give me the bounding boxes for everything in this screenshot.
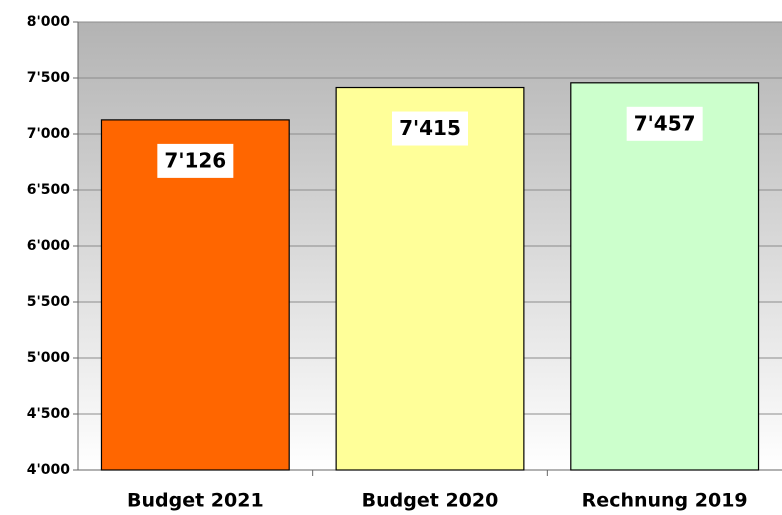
x-tick-label: Budget 2020 — [362, 490, 499, 512]
y-tick-label: 5'500 — [27, 294, 71, 310]
x-tick-label: Rechnung 2019 — [582, 490, 748, 512]
value-label: 7'415 — [399, 116, 461, 140]
value-label: 7'457 — [634, 111, 696, 135]
value-label-box — [392, 111, 468, 146]
x-tick-label: Budget 2021 — [127, 490, 264, 512]
bar — [100, 119, 290, 471]
value-label-box — [626, 106, 703, 141]
value-label-box — [157, 143, 234, 178]
y-tick-label: 6'000 — [27, 238, 71, 254]
y-tick-label: 8'000 — [27, 14, 71, 30]
y-tick-label: 6'500 — [27, 182, 71, 198]
bar — [570, 82, 760, 471]
y-tick-label: 5'000 — [27, 350, 71, 366]
y-tick-label: 4'500 — [27, 406, 71, 422]
y-tick-label: 7'500 — [27, 70, 71, 86]
y-tick-label: 4'000 — [27, 462, 71, 478]
bar — [335, 86, 525, 471]
value-label: 7'126 — [164, 148, 226, 172]
y-tick-label: 7'000 — [27, 126, 71, 142]
